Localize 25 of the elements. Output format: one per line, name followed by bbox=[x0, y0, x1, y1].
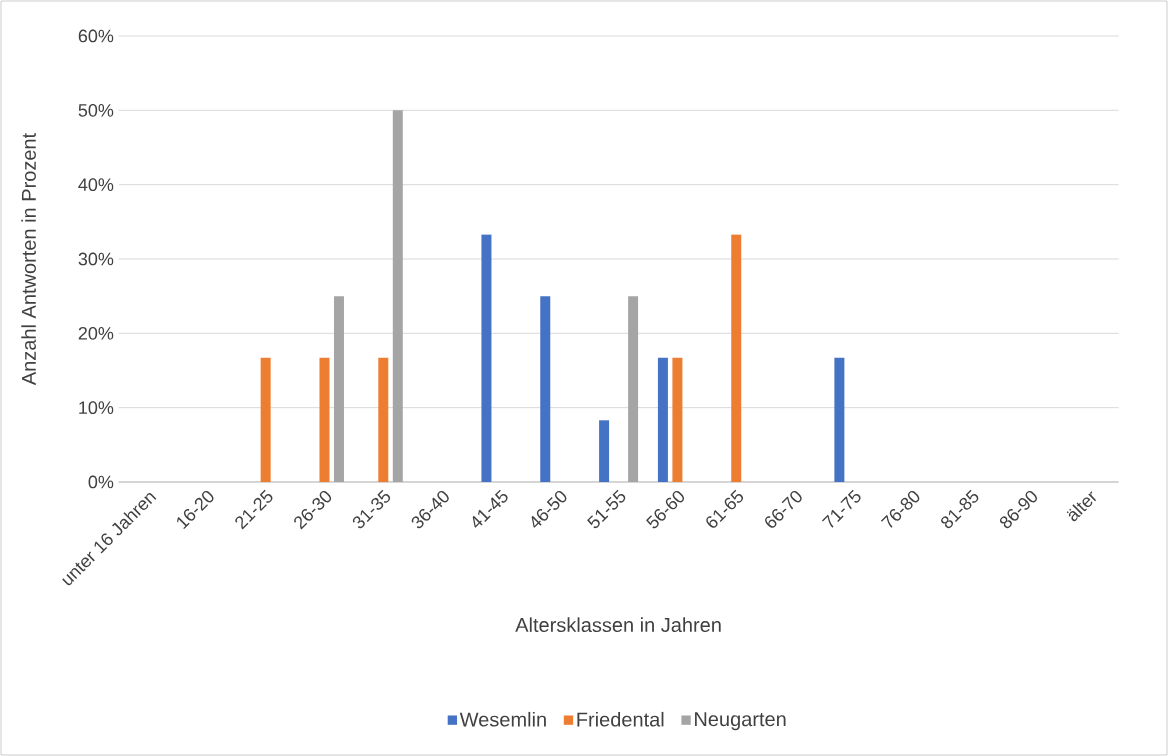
bar bbox=[333, 296, 344, 482]
bar bbox=[260, 357, 271, 482]
legend-label: Friedental bbox=[577, 711, 664, 727]
bar bbox=[319, 357, 330, 482]
bar bbox=[481, 234, 492, 482]
legend-label: Neugarten bbox=[695, 712, 786, 731]
bar bbox=[834, 357, 845, 482]
y-tick-label: 40% bbox=[78, 178, 114, 192]
y-tick-label: 10% bbox=[79, 401, 114, 415]
y-axis-title: Anzahl Antworten in Prozent bbox=[21, 133, 36, 386]
x-axis-title: Altersklassen in Jahren bbox=[515, 617, 721, 633]
bar bbox=[392, 110, 403, 482]
y-tick-label: 50% bbox=[78, 103, 114, 117]
legend-label: Wesemlin bbox=[459, 711, 546, 727]
bar bbox=[599, 420, 610, 482]
bar bbox=[628, 296, 639, 482]
bar bbox=[672, 357, 683, 482]
bar bbox=[540, 296, 551, 482]
y-tick-label: 60% bbox=[78, 29, 114, 43]
y-tick-label: 0% bbox=[88, 475, 114, 489]
bar bbox=[731, 234, 742, 482]
y-tick-label: 20% bbox=[78, 326, 114, 340]
y-tick-label: 30% bbox=[78, 252, 114, 266]
bar bbox=[378, 357, 389, 482]
bar bbox=[657, 357, 668, 482]
